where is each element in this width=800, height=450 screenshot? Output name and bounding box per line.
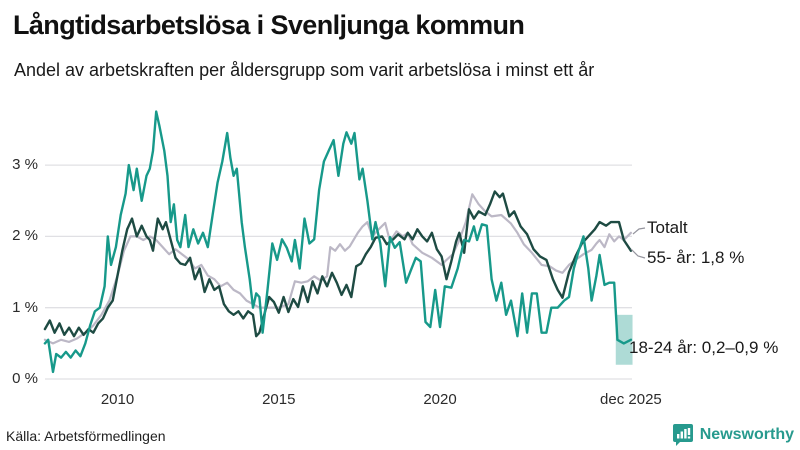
uncertainty-band-18-24: [615, 314, 633, 365]
connector-totalt: [632, 227, 646, 235]
newsworthy-logo-text: Newsworthy: [699, 426, 794, 443]
connector-55-ar: [630, 248, 646, 259]
series-line-55-r: [43, 190, 633, 338]
chart-subtitle: Andel av arbetskraften per åldersgrupp s…: [14, 60, 595, 80]
newsworthy-brand: Newsworthy: [672, 423, 794, 447]
source-credit: Källa: Arbetsförmedlingen: [6, 428, 166, 444]
page-title: Långtidsarbetslösa i Svenljunga kommun: [13, 10, 525, 40]
series-line-totalt: [43, 193, 633, 345]
series-line-18-24-r: [43, 110, 633, 374]
newsworthy-logo-icon: [672, 424, 693, 446]
